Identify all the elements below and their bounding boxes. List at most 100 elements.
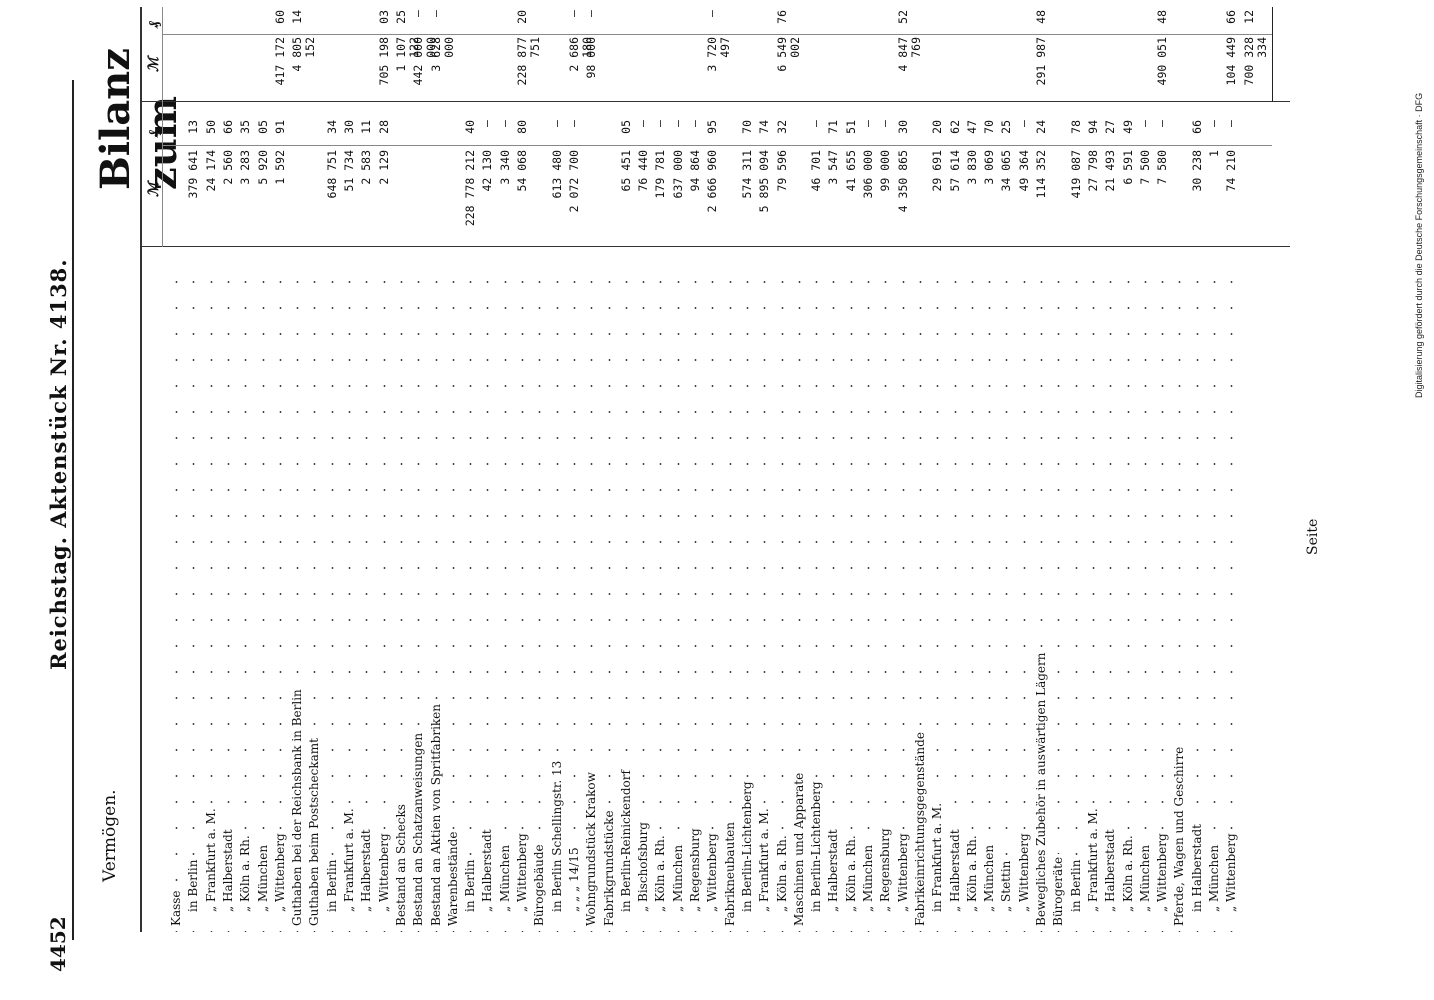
mark-amount: 228 778 212 xyxy=(463,150,478,227)
mark-amount: 2 560 xyxy=(220,150,235,185)
mark-amount: 7 580 xyxy=(1155,150,1170,185)
table-row: in Berlin-Lichtenberg 46 701 — xyxy=(809,7,824,932)
table-row: „ Wittenberg 74 210 — 104 449 66 xyxy=(1224,7,1239,932)
mark-total: 417 172 xyxy=(272,37,287,86)
page-footer: Seite xyxy=(1305,518,1321,555)
pf-amount: 30 xyxy=(342,120,356,134)
leader-dots xyxy=(325,262,339,932)
pf-amount: 94 xyxy=(1085,120,1100,134)
pf-total: 48 xyxy=(1034,10,1048,24)
row-label: „ München xyxy=(1138,841,1152,912)
row-label: in Berlin xyxy=(186,856,201,912)
row-label: in Berlin-Reinickendorf xyxy=(619,767,633,912)
pf-amount: 40 xyxy=(463,120,478,134)
mark-amount: 3 830 xyxy=(964,150,979,185)
mark-amount: 306 000 xyxy=(861,150,875,199)
row-label: „ München xyxy=(671,841,685,912)
row-label: „ München xyxy=(982,841,997,912)
row-label: in Berlin xyxy=(325,856,339,912)
pf-amount: 71 xyxy=(826,120,841,134)
table-row: in Berlin 419 087 78 xyxy=(1069,7,1083,932)
pf-amount: — xyxy=(1207,120,1221,127)
mark-amount: 41 655 xyxy=(843,150,858,192)
leader-dots xyxy=(498,262,512,932)
table-row: „ Halberstadt 57 614 62 xyxy=(948,7,962,932)
pf-amount: 20 xyxy=(930,120,945,134)
row-label: „ München xyxy=(256,841,270,912)
page-number: 4452 xyxy=(46,916,70,972)
mark-amount: 74 210 xyxy=(1224,150,1239,192)
row-label: „ Köln a. Rh. xyxy=(775,832,789,912)
pf-amount: 32 xyxy=(774,120,789,134)
table-row: Pferde, Wagen und Geschirre xyxy=(1172,7,1187,932)
row-label: in Berlin xyxy=(1069,856,1083,912)
row-label: „ München xyxy=(498,841,512,912)
table-row: „ Wittenberg 54 068 80 228 877 751 20 xyxy=(515,7,542,932)
leader-dots xyxy=(1208,262,1221,932)
pf-amount: 24 xyxy=(1034,120,1048,134)
table-row: in Frankfurt a. M. 29 691 20 xyxy=(930,7,945,932)
table-row: „ Köln a. Rh. 6 591 49 xyxy=(1120,7,1135,932)
row-label: Bewegliches Zubehör in auswärtigen Läger… xyxy=(1034,649,1048,926)
pf-amount: 91 xyxy=(272,120,287,134)
pf-column-head: ₰ xyxy=(146,130,162,137)
mark-amount: 42 130 xyxy=(480,150,495,192)
total-rule xyxy=(1272,7,1273,102)
pf-amount: — xyxy=(1155,120,1170,127)
mark-amount: 4 350 865 xyxy=(895,150,910,213)
pf-amount: 28 xyxy=(376,120,391,134)
row-label: Bestand an Schecks xyxy=(394,801,408,926)
row-label: „ Wittenberg xyxy=(1155,830,1170,912)
row-label: in Berlin Schellingstr. 13 xyxy=(550,757,564,912)
row-label: Bürogeräte xyxy=(1051,853,1066,926)
table-row: Bestand an Aktien von Spritfabriken 3 628… xyxy=(429,7,456,932)
pf-amount: 66 xyxy=(1189,120,1204,134)
pf-total: 20 xyxy=(515,10,529,24)
mark-amount: 7 500 xyxy=(1137,150,1152,185)
mark-amount: 21 493 xyxy=(1103,150,1118,192)
pf-amount: — xyxy=(1137,120,1152,127)
row-label: „ Köln a. Rh. xyxy=(844,832,858,912)
pf-amount: 70 xyxy=(982,120,997,134)
table-row: Bürogebäude xyxy=(532,7,547,932)
mark-amount: 637 000 xyxy=(670,150,685,199)
mark-amount: 114 352 xyxy=(1034,150,1048,199)
row-label: in Berlin-Lichtenberg xyxy=(809,778,824,912)
mark-amount: 65 451 xyxy=(618,150,633,192)
table-row: „ Frankfurt a. M. 5 895 094 74 xyxy=(757,7,772,932)
mark-amount: 30 238 xyxy=(1189,150,1204,192)
mark-amount: 613 480 xyxy=(549,150,564,199)
row-label: Warenbestände xyxy=(446,828,460,926)
row-label: „ Wittenberg xyxy=(515,830,529,912)
row-label: „ Halberstadt xyxy=(480,826,495,912)
pf-amount: — xyxy=(549,120,564,127)
row-label: „ Regensburg xyxy=(878,825,893,912)
table-row: „ München 1 — xyxy=(1207,7,1221,932)
row-label: „ Wittenberg xyxy=(705,830,720,912)
pf-amount: — xyxy=(1224,120,1239,127)
row-label: Maschinen und Apparate xyxy=(792,769,806,926)
table-row: „ Köln a. Rh. 41 655 51 xyxy=(843,7,858,932)
pf-amount: — xyxy=(809,120,824,127)
row-label: Fabrikgrundstücke xyxy=(602,807,616,926)
pf-amount: 05 xyxy=(255,120,270,134)
pf-amount: — xyxy=(670,120,685,127)
mark-amount: 1 xyxy=(1207,150,1221,157)
row-label: „ Wittenberg xyxy=(273,830,287,912)
mark-amount: 24 174 xyxy=(203,150,218,192)
row-label: Fabrikeinrichtungsgegenstände xyxy=(913,729,927,926)
row-label: in Berlin xyxy=(463,856,478,912)
mark-amount: 2 129 xyxy=(376,150,391,185)
pf-total: — xyxy=(566,10,581,17)
table-row: „ Regensburg 99 000 — xyxy=(878,7,893,932)
pf-amount: — xyxy=(688,120,702,127)
pf-amount: 49 xyxy=(1120,120,1135,134)
row-label: „ Bischofsburg xyxy=(636,819,651,912)
pf-amount: 30 xyxy=(895,120,910,134)
pf-amount: 35 xyxy=(238,120,253,134)
row-label: „ Halberstadt xyxy=(1103,826,1118,912)
row-label: „ Wittenberg xyxy=(896,830,910,912)
pf-amount: — xyxy=(861,120,875,127)
row-label: „ Frankfurt a. M. xyxy=(1086,805,1100,912)
